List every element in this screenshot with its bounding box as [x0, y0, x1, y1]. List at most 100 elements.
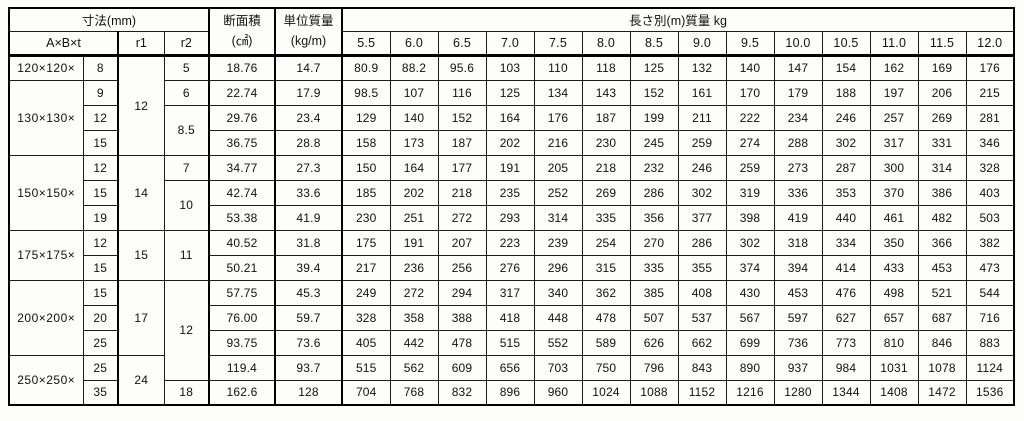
weight-cell: 206 — [917, 79, 967, 106]
weight-cell: 191 — [389, 229, 439, 256]
dimension-label-cell: 130×130× — [8, 79, 84, 156]
weight-cell: 773 — [821, 329, 871, 356]
weight-cell: 430 — [725, 279, 775, 306]
weight-cell: 1216 — [725, 379, 775, 406]
area-header: 断面積 (㎠) — [208, 7, 276, 56]
weight-cell: 883 — [965, 329, 1015, 356]
weight-cell: 125 — [485, 79, 535, 106]
weight-cell: 274 — [725, 129, 775, 156]
weight-cell: 223 — [485, 229, 535, 256]
weight-cell: 140 — [389, 104, 439, 131]
area-cell: 36.75 — [208, 129, 276, 156]
weight-cell: 125 — [629, 54, 679, 81]
weight-cell: 358 — [389, 304, 439, 331]
weight-cell: 95.6 — [437, 54, 487, 81]
weight-cell: 218 — [581, 154, 631, 181]
length-column-header: 8.0 — [581, 30, 631, 56]
weight-cell: 366 — [917, 229, 967, 256]
unit-mass-cell: 31.8 — [274, 229, 343, 256]
weight-cell: 843 — [677, 354, 727, 381]
weight-cell: 252 — [533, 179, 583, 206]
dimension-label-cell: 120×120× — [8, 54, 84, 81]
thickness-cell: 12 — [82, 154, 119, 181]
steel-angle-weight-table: 寸法(mm) 断面積 (㎠) 単位質量 (kg/m) 長さ別(m)質量 kg A… — [8, 7, 1015, 406]
weight-cell: 846 — [917, 329, 967, 356]
weight-cell: 300 — [869, 154, 919, 181]
area-cell: 57.75 — [208, 279, 276, 306]
weight-cell: 302 — [677, 179, 727, 206]
unit-mass-cell: 41.9 — [274, 204, 343, 231]
table-row: 120×120× 8 12 5 18.76 14.7 80.9 88.2 95.6 103 110 1… — [8, 54, 1015, 156]
weight-cell: 235 — [485, 179, 535, 206]
weight-cell: 293 — [485, 204, 535, 231]
weight-cell: 286 — [629, 179, 679, 206]
weight-cell: 236 — [389, 254, 439, 281]
length-column-header: 9.5 — [725, 30, 775, 56]
weight-cell: 350 — [869, 229, 919, 256]
weight-cell: 302 — [821, 129, 871, 156]
weight-cell: 314 — [917, 154, 967, 181]
unit-mass-cell: 14.7 — [274, 54, 343, 81]
weight-cell: 230 — [581, 129, 631, 156]
weight-cell: 662 — [677, 329, 727, 356]
table-row: 15 10 42.74 33.6 185 202 218 235 252 269 286 302 319… — [9, 179, 1015, 231]
weight-cell: 254 — [581, 229, 631, 256]
weight-cell: 245 — [629, 129, 679, 156]
weight-cell: 405 — [341, 329, 391, 356]
weight-cell: 176 — [533, 104, 583, 131]
weight-cell: 272 — [389, 279, 439, 306]
weight-cell: 453 — [773, 279, 823, 306]
table-row: 20 76.00 59.7 328 358 388 418 448 478 507 537 567 59… — [9, 304, 1015, 331]
weight-cell: 331 — [917, 129, 967, 156]
weight-cell: 276 — [485, 254, 535, 281]
length-column-header: 7.0 — [485, 30, 535, 56]
weight-cell: 984 — [821, 354, 871, 381]
weight-cell: 482 — [917, 204, 967, 231]
weight-cell: 103 — [485, 54, 535, 81]
weight-cell: 118 — [581, 54, 631, 81]
weight-cell: 335 — [629, 254, 679, 281]
weight-cell: 768 — [389, 379, 439, 406]
weight-cell: 336 — [773, 179, 823, 206]
weight-cell: 750 — [581, 354, 631, 381]
weight-cell: 810 — [869, 329, 919, 356]
weight-cell: 116 — [437, 79, 487, 106]
weight-cell: 140 — [725, 54, 775, 81]
weight-cell: 107 — [389, 79, 439, 106]
weight-cell: 218 — [437, 179, 487, 206]
unit-mass-cell: 45.3 — [274, 279, 343, 306]
weight-cell: 317 — [869, 129, 919, 156]
area-cell: 50.21 — [208, 254, 276, 281]
weight-cell: 656 — [485, 354, 535, 381]
r2-cell: 6 — [163, 79, 210, 106]
unit-mass-cell: 33.6 — [274, 179, 343, 206]
weight-cell: 1124 — [965, 354, 1015, 381]
unit-mass-cell: 93.7 — [274, 354, 343, 381]
thickness-cell: 15 — [82, 254, 119, 281]
thickness-cell: 9 — [82, 79, 119, 106]
weight-cell: 521 — [917, 279, 967, 306]
weight-cell: 164 — [485, 104, 535, 131]
weight-cell: 288 — [773, 129, 823, 156]
header-row-2: A×B×t r1 r2 5.5 6.0 6.5 7.0 7.5 8.0 8.5 9.0 9.5 1… — [8, 30, 1015, 56]
weight-cell: 896 — [485, 379, 535, 406]
weight-cell: 202 — [389, 179, 439, 206]
unit-mass-cell: 59.7 — [274, 304, 343, 331]
weight-cell: 442 — [389, 329, 439, 356]
weight-cell: 1344 — [821, 379, 871, 406]
weight-cell: 353 — [821, 179, 871, 206]
weight-cell: 370 — [869, 179, 919, 206]
weight-cell: 403 — [965, 179, 1015, 206]
weight-cell: 259 — [677, 129, 727, 156]
weight-cell: 544 — [965, 279, 1015, 306]
weight-cell: 704 — [341, 379, 391, 406]
weight-cell: 609 — [437, 354, 487, 381]
area-cell: 29.76 — [208, 104, 276, 131]
weight-cell: 328 — [341, 304, 391, 331]
weight-cell: 334 — [821, 229, 871, 256]
weight-cell: 567 — [725, 304, 775, 331]
weight-cell: 302 — [725, 229, 775, 256]
weight-cell: 269 — [581, 179, 631, 206]
table-row: 35 18 162.6 128 704 768 832 896 960 1024 1088 1152 1… — [9, 379, 1015, 406]
weight-cell: 281 — [965, 104, 1015, 131]
